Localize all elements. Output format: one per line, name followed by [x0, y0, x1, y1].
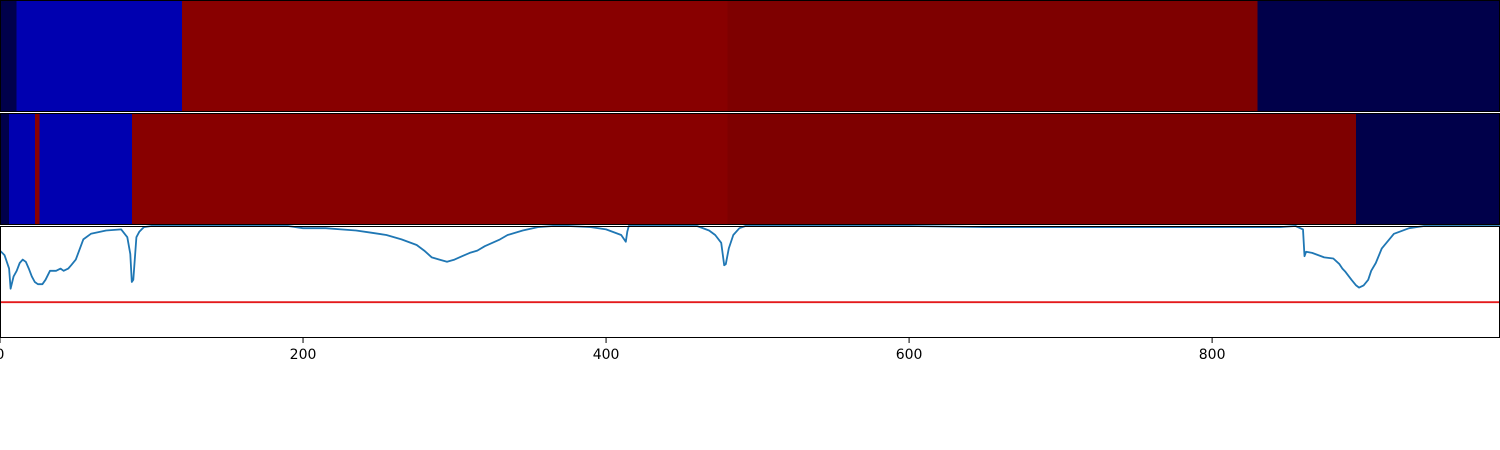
heatmap-middle	[0, 113, 1500, 225]
heatmap-middle-segment-3	[39, 113, 132, 225]
x-tick-label-2: 400	[593, 347, 620, 363]
heatmap-middle-segment-4	[131, 113, 728, 225]
heatmap-middle-segment-5	[727, 113, 1357, 225]
x-tick-label-1: 200	[290, 347, 317, 363]
heatmap-top-segment-3	[727, 0, 1258, 112]
heatmap-top-segment-0	[0, 0, 17, 112]
heatmap-middle-segment-1	[9, 113, 35, 225]
x-axis-ticks: 0 200 400 600 800	[0, 338, 1225, 363]
series-line-0	[0, 225, 1500, 290]
heatmap-top	[0, 0, 1500, 112]
heatmap-top-segment-4	[1257, 0, 1500, 112]
heatmap-middle-segment-0	[0, 113, 10, 225]
heatmap-top-segment-2	[181, 0, 728, 112]
heatmap-middle-segment-2	[34, 113, 40, 225]
line-panel	[0, 225, 1500, 338]
x-tick-label-3: 600	[896, 347, 923, 363]
heatmap-top-segment-1	[16, 0, 182, 112]
line-panel-background	[0, 226, 1500, 338]
heatmap-middle-segment-6	[1356, 113, 1500, 225]
x-tick-label-0: 0	[0, 347, 4, 363]
x-tick-label-4: 800	[1199, 347, 1226, 363]
